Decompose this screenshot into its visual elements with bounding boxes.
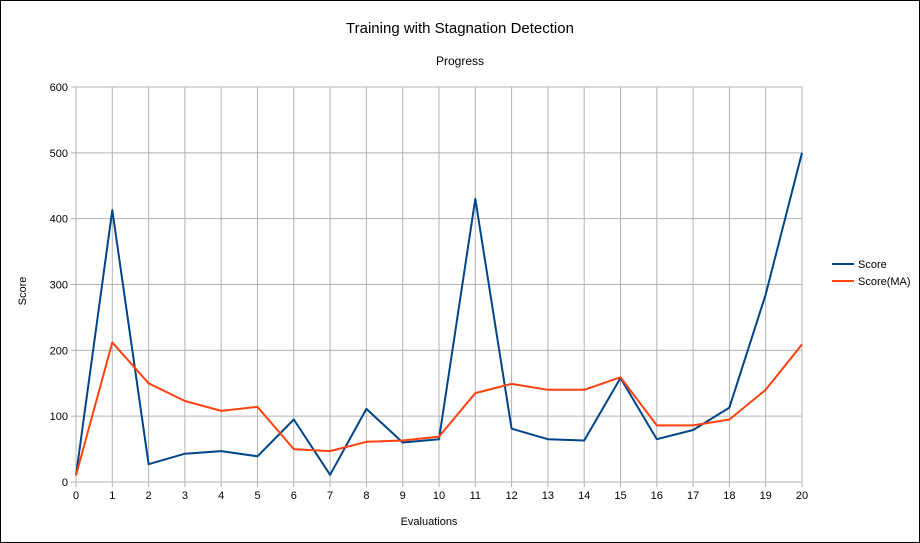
x-axis-label: Evaluations <box>401 516 458 528</box>
y-tick-label: 400 <box>50 214 68 226</box>
x-tick-label: 19 <box>760 490 772 502</box>
x-tick-label: 0 <box>73 490 79 502</box>
x-tick-label: 6 <box>291 490 297 502</box>
y-tick-label: 0 <box>62 477 68 489</box>
y-tick-label: 500 <box>50 148 68 160</box>
y-tick-label: 300 <box>50 280 68 292</box>
chart-title: Training with Stagnation Detection <box>346 20 574 37</box>
x-tick-label: 2 <box>146 490 152 502</box>
legend-label-score: Score <box>858 259 887 271</box>
series-lines <box>75 152 803 476</box>
legend-label-score-ma: Score(MA) <box>858 276 911 288</box>
y-tick-label: 100 <box>50 411 68 423</box>
chart-subtitle: Progress <box>436 54 484 68</box>
x-tick-label: 16 <box>651 490 663 502</box>
x-tick-label: 17 <box>687 490 699 502</box>
x-tick-label: 5 <box>254 490 260 502</box>
x-tick-label: 13 <box>542 490 554 502</box>
series-line-score-ma <box>75 341 803 476</box>
x-tick-label: 10 <box>433 490 445 502</box>
x-tick-label: 1 <box>109 490 115 502</box>
x-tick-label: 15 <box>614 490 626 502</box>
x-tick-label: 8 <box>363 490 369 502</box>
x-tick-label: 12 <box>505 490 517 502</box>
x-tick-label: 9 <box>400 490 406 502</box>
y-tick-label: 200 <box>50 345 68 357</box>
x-tick-label: 14 <box>578 490 590 502</box>
x-tick-label: 4 <box>218 490 224 502</box>
y-axis-label: Score <box>17 277 29 306</box>
y-tick-label: 600 <box>50 82 68 94</box>
x-tick-label: 11 <box>470 490 481 502</box>
series-line-score <box>75 152 803 476</box>
gridlines <box>71 86 803 487</box>
x-tick-label: 18 <box>723 490 735 502</box>
x-tick-label: 3 <box>182 490 188 502</box>
legend: Score Score(MA) <box>832 259 911 288</box>
x-tick-label: 20 <box>796 490 808 502</box>
x-tick-label: 7 <box>327 490 333 502</box>
